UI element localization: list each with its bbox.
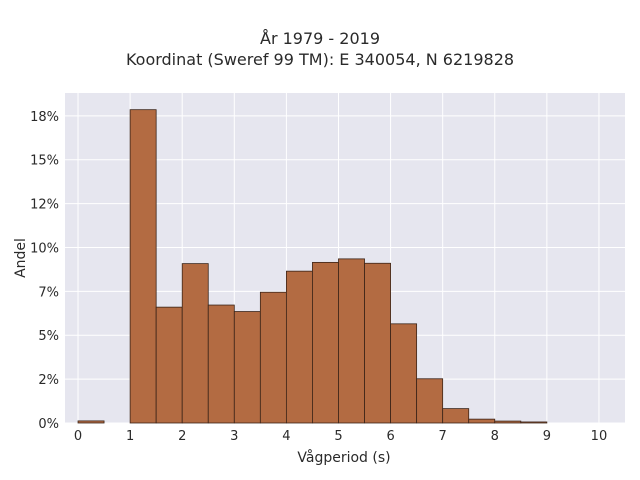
x-tick-label: 2 (178, 429, 186, 444)
histogram-bar (259, 291, 287, 424)
y-tick-label: 2% (38, 373, 59, 388)
y-tick-label: 10% (30, 241, 59, 256)
histogram-bar (390, 323, 418, 424)
histogram-bar (155, 306, 183, 424)
histogram-bar (520, 421, 548, 424)
y-tick-label: 12% (30, 198, 59, 213)
histogram-bar (233, 311, 261, 424)
x-tick-label: 9 (543, 429, 551, 444)
histogram-bar (442, 408, 470, 424)
histogram-bar (129, 109, 157, 424)
histogram-bar (468, 418, 496, 424)
histogram-bar (312, 261, 339, 424)
x-tick-label: 8 (491, 429, 499, 444)
histogram-bar (207, 304, 235, 424)
x-tick-label: 5 (334, 429, 342, 444)
y-tick-label: 7% (38, 285, 59, 300)
y-axis-ticks: 0% 2% 5% 7% 10% 12% 15% 18% (30, 110, 59, 432)
y-tick-label: 15% (30, 154, 59, 169)
y-tick-label: 18% (30, 110, 59, 125)
histogram-bar (77, 420, 105, 424)
histogram-bar (494, 420, 522, 424)
x-axis-ticks: 0 1 2 3 4 5 6 7 8 9 10 (74, 429, 607, 444)
histogram-bar (285, 270, 313, 424)
x-axis-label: Vågperiod (s) (297, 449, 390, 466)
x-tick-label: 1 (126, 429, 134, 444)
histogram-bar (181, 263, 209, 424)
chart-title: År 1979 - 2019 (260, 29, 380, 48)
chart-subtitle: Koordinat (Sweref 99 TM): E 340054, N 62… (125, 50, 515, 69)
histogram-bar (364, 262, 391, 424)
y-tick-label: 5% (38, 329, 59, 344)
histogram-bars (77, 109, 548, 424)
histogram-bar (338, 258, 365, 424)
x-tick-label: 10 (591, 429, 608, 444)
x-tick-label: 0 (74, 429, 82, 444)
x-tick-label: 4 (282, 429, 290, 444)
x-tick-label: 6 (386, 429, 394, 444)
x-tick-label: 7 (439, 429, 447, 444)
y-axis-label: Andel (13, 238, 29, 278)
x-tick-label: 3 (230, 429, 238, 444)
histogram-bar (416, 378, 444, 424)
y-tick-label: 0% (38, 417, 59, 432)
